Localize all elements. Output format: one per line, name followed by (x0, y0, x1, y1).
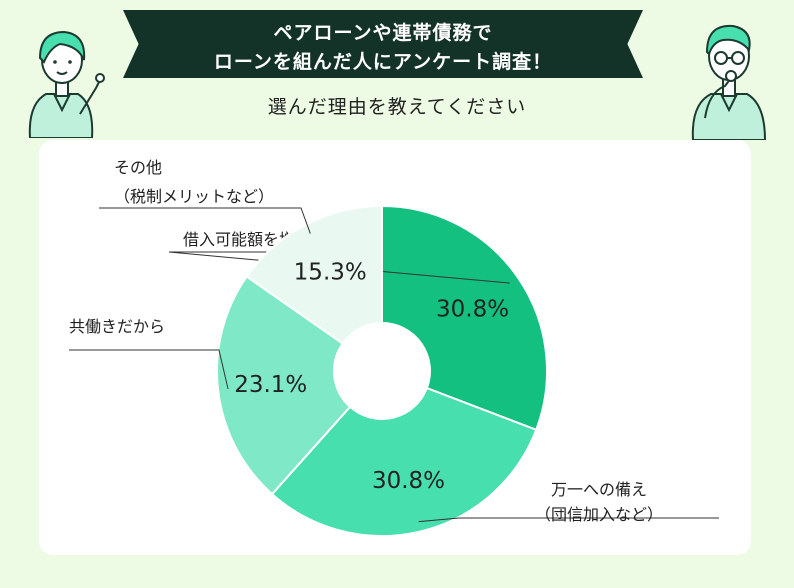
slice-3-percentage: 23.1% (234, 372, 307, 398)
slice-3-label: 共働きだから (69, 317, 165, 336)
woman-pointing-icon (28, 30, 105, 138)
slice-1-percentage: 30.8% (436, 297, 509, 323)
banner-title-line-2: ローンを組んだ人にアンケート調査！ (213, 51, 553, 73)
slice-2-label: 万一への備え (551, 480, 647, 499)
slice-4-percentage: 15.3% (294, 260, 367, 286)
donut-hole (335, 324, 429, 418)
question-text: 選んだ理由を教えてください (267, 96, 527, 118)
slice-2-sublabel: （団信加入など） (535, 505, 663, 524)
chart-card: 30.8% 借入可能額を増やすため 30.8% 万一への備え （団信加入など） 23.1%… (39, 140, 751, 555)
slice-2-leader-line (418, 517, 719, 523)
slice-2 (270, 386, 538, 537)
man-thinking-icon (691, 24, 767, 140)
slice-4-leader-line (99, 207, 311, 234)
slice-4-sublabel: （税制メリットなど） (114, 187, 274, 206)
slice-3-leader-line (69, 349, 229, 390)
banner-title-line-1: ペアローンや連帯債務で (273, 22, 493, 44)
slice-2-percentage: 30.8% (372, 468, 445, 494)
slice-4-label: その他 (114, 158, 162, 177)
slice-1 (381, 204, 548, 432)
title-banner: ペアローンや連帯債務で ローンを組んだ人にアンケート調査！ (123, 10, 643, 78)
slice-3 (216, 275, 352, 496)
slice-4 (245, 204, 383, 345)
